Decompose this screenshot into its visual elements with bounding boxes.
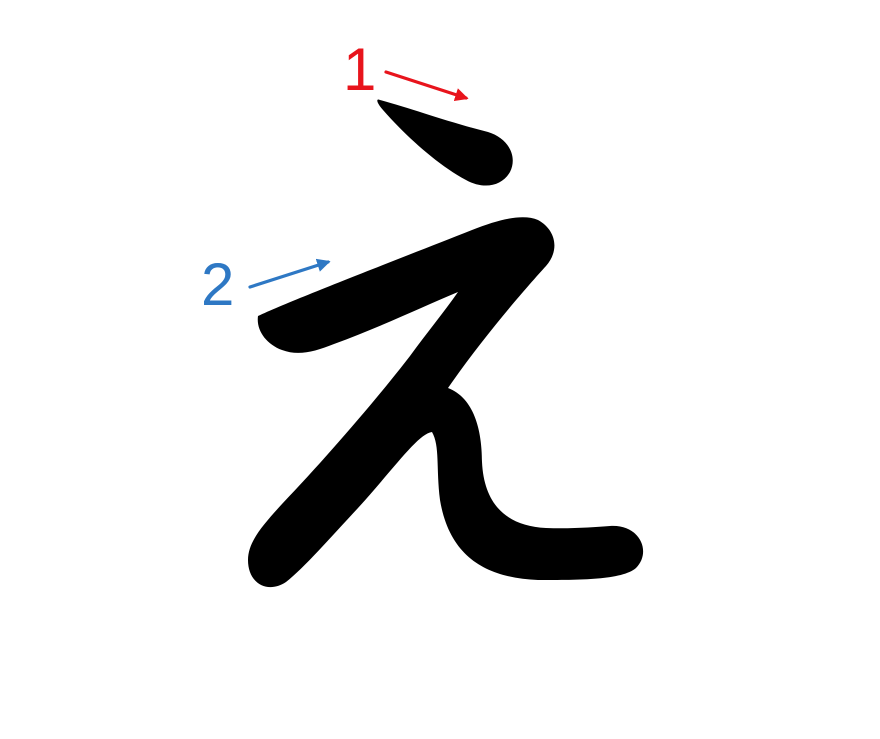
- stroke-number-2: 2: [201, 251, 234, 318]
- stroke-number-1: 1: [343, 36, 376, 103]
- stroke-1-annotation: 1: [343, 36, 469, 103]
- glyph-stroke-1: [377, 99, 513, 186]
- stroke-2-annotation: 2: [201, 251, 331, 318]
- glyph-stroke-2: [248, 217, 644, 588]
- stroke-1-arrow: [384, 70, 469, 102]
- stroke-2-arrow: [248, 258, 331, 289]
